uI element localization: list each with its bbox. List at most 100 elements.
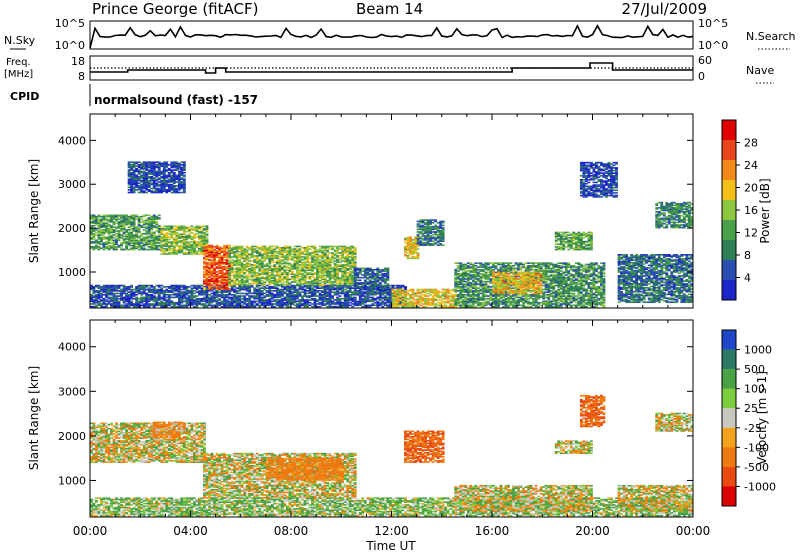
- power-cell: [145, 175, 149, 178]
- power-cell: [90, 288, 93, 291]
- power-cell: [200, 288, 204, 291]
- power-cell: [318, 287, 322, 289]
- power-cell: [180, 170, 184, 173]
- power-cell: [95, 296, 98, 299]
- power-cell: [165, 177, 169, 179]
- power-cell: [182, 247, 186, 250]
- power-cell: [436, 299, 440, 301]
- power-cell: [283, 299, 287, 301]
- power-cell: [147, 230, 151, 232]
- power-cell: [303, 295, 307, 297]
- power-cell: [253, 258, 257, 261]
- power-cell: [155, 242, 159, 244]
- power-cell: [235, 299, 239, 301]
- power-cell: [112, 286, 116, 288]
- power-cell: [338, 295, 342, 297]
- power-cell: [223, 295, 226, 297]
- power-cell: [331, 291, 335, 293]
- power-cell: [115, 240, 118, 243]
- power-cell: [115, 227, 118, 230]
- power-cell: [260, 245, 264, 248]
- power-cell: [110, 215, 113, 218]
- power-cell: [429, 288, 432, 291]
- power-cell: [167, 181, 171, 183]
- power-cell: [185, 293, 189, 296]
- power-cell: [105, 284, 108, 287]
- power-cell: [127, 296, 131, 299]
- nsky-frame: [89, 20, 694, 50]
- power-cell: [283, 291, 287, 293]
- power-cell: [120, 235, 123, 238]
- power-cell: [147, 223, 151, 226]
- power-cell: [308, 252, 312, 254]
- power-cell: [175, 251, 179, 254]
- power-cell: [100, 243, 103, 246]
- power-cell: [102, 248, 106, 251]
- power-cell: [311, 297, 314, 300]
- power-cell: [200, 304, 204, 307]
- power-cell: [341, 290, 345, 292]
- power-cell: [170, 291, 174, 293]
- power-cell: [160, 239, 164, 242]
- power-cell: [180, 300, 184, 303]
- power-cell: [373, 268, 377, 271]
- power-cell: [135, 186, 139, 189]
- power-cell: [313, 286, 317, 288]
- power-cell: [368, 300, 372, 303]
- power-cell: [218, 280, 221, 282]
- power-cell: [107, 231, 111, 234]
- power-cell: [180, 183, 184, 186]
- power-cell: [120, 242, 123, 244]
- power-cell: [150, 248, 154, 251]
- power-cell: [135, 218, 139, 221]
- power-cell: [127, 170, 131, 173]
- power-cell: [130, 297, 134, 300]
- power-cell: [112, 284, 116, 287]
- power-cell: [193, 249, 196, 251]
- power-cell: [278, 273, 282, 275]
- power-cell: [288, 305, 292, 308]
- power-cell: [283, 297, 287, 300]
- power-cell: [301, 296, 304, 299]
- power-cell: [182, 225, 186, 228]
- power-cell: [157, 178, 161, 181]
- power-cell: [132, 238, 136, 240]
- power-cell: [170, 166, 174, 169]
- power-cell: [90, 230, 93, 232]
- power-cell: [218, 304, 221, 307]
- power-cell: [230, 301, 234, 304]
- power-cell: [253, 290, 257, 292]
- power-cell: [190, 304, 194, 307]
- power-cell: [100, 215, 103, 218]
- power-cell: [218, 303, 221, 305]
- power-cell: [130, 303, 134, 305]
- power-cell: [185, 230, 189, 233]
- power-cell: [200, 243, 204, 246]
- power-cell: [120, 226, 123, 228]
- power-cell: [177, 183, 181, 186]
- power-cell: [193, 247, 196, 250]
- power-cell: [155, 226, 159, 228]
- power-cell: [105, 303, 108, 305]
- power-cell: [203, 238, 206, 241]
- power-cell: [127, 174, 131, 177]
- power-cell: [238, 288, 242, 291]
- power-cell: [157, 227, 161, 230]
- power-cell: [175, 164, 179, 166]
- power-cell: [213, 288, 216, 291]
- power-cell: [190, 249, 194, 251]
- power-cell: [311, 273, 314, 275]
- power-cell: [220, 292, 224, 295]
- power-cell: [263, 299, 267, 301]
- power-cell: [97, 230, 101, 232]
- power-cell: [170, 165, 174, 167]
- power-cell: [135, 183, 139, 186]
- power-cell: [130, 293, 134, 296]
- power-cell: [180, 296, 184, 299]
- power-cell: [205, 300, 209, 303]
- power-cell: [240, 300, 244, 303]
- power-cell: [318, 292, 322, 295]
- power-cell: [278, 290, 282, 292]
- power-cell: [343, 264, 347, 266]
- power-cell: [125, 229, 128, 231]
